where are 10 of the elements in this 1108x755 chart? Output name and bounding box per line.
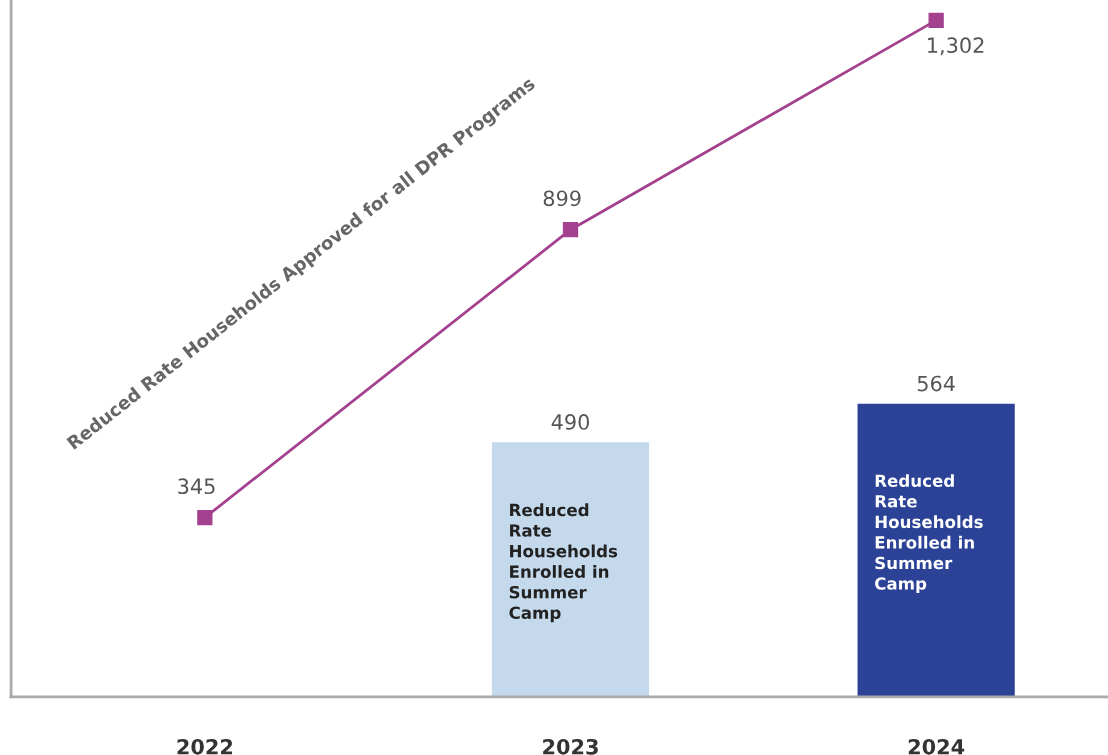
x-tick-label: 2023 <box>543 738 598 755</box>
data-label: 490 <box>551 414 590 430</box>
x-tick-label: 2024 <box>908 738 965 755</box>
text: Reduced Rate Households Enrolled in Summer Camp <box>875 474 983 594</box>
data-label: 345 <box>178 478 215 495</box>
data-label: 1,302 <box>928 37 984 56</box>
data-label: 899 <box>543 190 581 207</box>
x-tick-label: 2022 <box>177 738 233 755</box>
data-label: 564 <box>917 375 955 392</box>
series-label: Reduced Rate Households Enrolled in Summer Camp <box>509 503 618 623</box>
